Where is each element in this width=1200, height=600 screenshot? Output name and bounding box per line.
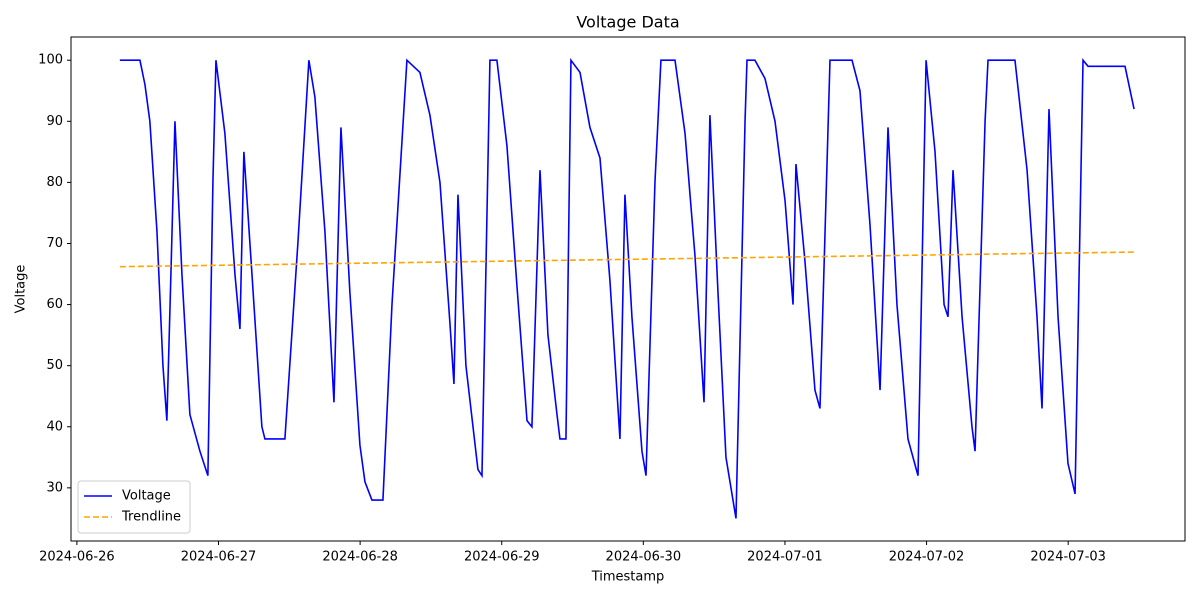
legend-box — [77, 480, 191, 534]
y-tick-label: 90 — [46, 114, 63, 129]
y-tick-label: 70 — [46, 236, 63, 251]
series-line — [119, 251, 1135, 268]
x-tick-label: 2024-07-03 — [1030, 550, 1106, 565]
y-tick-label: 30 — [46, 480, 63, 495]
legend-label: Voltage — [122, 489, 171, 504]
y-tick-label: 60 — [46, 297, 63, 312]
x-tick-label: 2024-06-29 — [464, 550, 540, 565]
x-tick-label: 2024-06-28 — [322, 550, 398, 565]
x-tick-label: 2024-07-01 — [747, 550, 823, 565]
x-tick-label: 2024-06-27 — [181, 550, 257, 565]
series-line — [119, 57, 1135, 519]
x-tick-label: 2024-06-30 — [606, 550, 682, 565]
y-tick-label: 40 — [46, 419, 63, 434]
x-tick-label: 2024-07-02 — [889, 550, 965, 565]
y-tick-label: 80 — [46, 175, 63, 190]
y-tick-label: 100 — [38, 53, 63, 68]
y-axis-label: Voltage — [14, 265, 29, 314]
chart-title: Voltage Data — [576, 13, 679, 32]
legend: Voltage Trendline — [77, 480, 191, 534]
x-axis-label: Timestamp — [591, 570, 665, 585]
legend-label: Trendline — [121, 510, 181, 525]
plot-area — [70, 36, 1186, 542]
x-tick-label: 2024-06-26 — [39, 550, 115, 565]
y-tick-label: 50 — [46, 358, 63, 373]
